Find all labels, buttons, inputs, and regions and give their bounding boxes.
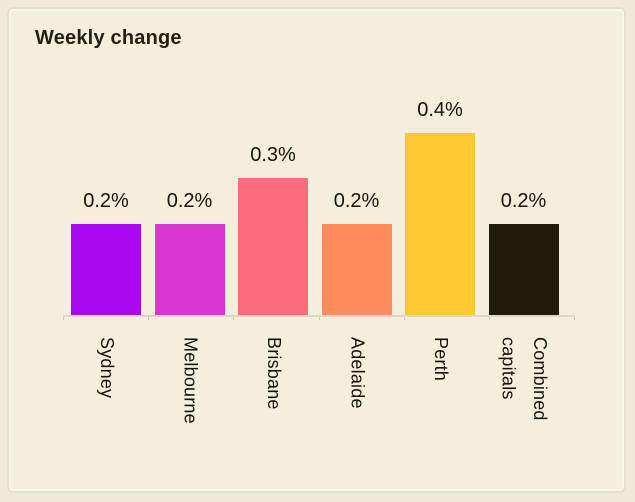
axis-tick bbox=[148, 317, 149, 320]
category-cell: Perth bbox=[405, 337, 475, 469]
category-label: Adelaide bbox=[347, 337, 368, 409]
category-cell: Combined capitals bbox=[489, 337, 559, 469]
category-cell: Brisbane bbox=[238, 337, 308, 469]
category-cell: Adelaide bbox=[322, 337, 392, 469]
axis-tick bbox=[489, 317, 490, 320]
chart-title: Weekly change bbox=[35, 27, 182, 49]
bar bbox=[321, 224, 392, 315]
axis-tick bbox=[319, 317, 320, 320]
category-label: Melbourne bbox=[180, 337, 201, 424]
bar-cell: 0.2% bbox=[71, 191, 141, 315]
bar bbox=[154, 224, 225, 315]
bar-cell: 0.2% bbox=[321, 190, 392, 315]
axis-tick bbox=[63, 317, 64, 320]
bar-value-label: 0.4% bbox=[417, 99, 463, 121]
bar bbox=[71, 224, 141, 315]
category-cell: Sydney bbox=[71, 337, 141, 469]
category-cell: Melbourne bbox=[155, 337, 225, 469]
x-axis-line bbox=[63, 315, 575, 320]
category-labels-row: Sydney Melbourne Brisbane Adelaide Perth… bbox=[71, 337, 559, 469]
bar-value-label: 0.2% bbox=[333, 190, 380, 212]
bar-value-label: 0.2% bbox=[500, 190, 547, 212]
bar-cell: 0.2% bbox=[154, 190, 225, 315]
bar-cell: 0.3% bbox=[238, 145, 308, 315]
bar bbox=[238, 178, 308, 315]
bar-cell: 0.4% bbox=[405, 100, 475, 315]
chart-card: Weekly change 0.2% 0.2% 0.3% 0.2% 0.4% 0… bbox=[7, 7, 626, 493]
axis-tick bbox=[404, 317, 405, 320]
axis-tick bbox=[233, 317, 234, 320]
bar-value-label: 0.3% bbox=[250, 144, 296, 166]
bar bbox=[488, 224, 559, 315]
bar-cell: 0.2% bbox=[488, 190, 559, 315]
bars-row: 0.2% 0.2% 0.3% 0.2% 0.4% 0.2% bbox=[71, 9, 559, 315]
bar-value-label: 0.2% bbox=[166, 190, 213, 212]
category-label: Sydney bbox=[96, 337, 117, 399]
category-label: Combined capitals bbox=[498, 337, 551, 421]
axis-tick bbox=[574, 317, 575, 320]
category-label: Brisbane bbox=[263, 337, 284, 410]
category-label: Perth bbox=[430, 337, 451, 382]
bar-value-label: 0.2% bbox=[83, 190, 129, 212]
bar bbox=[405, 133, 475, 315]
